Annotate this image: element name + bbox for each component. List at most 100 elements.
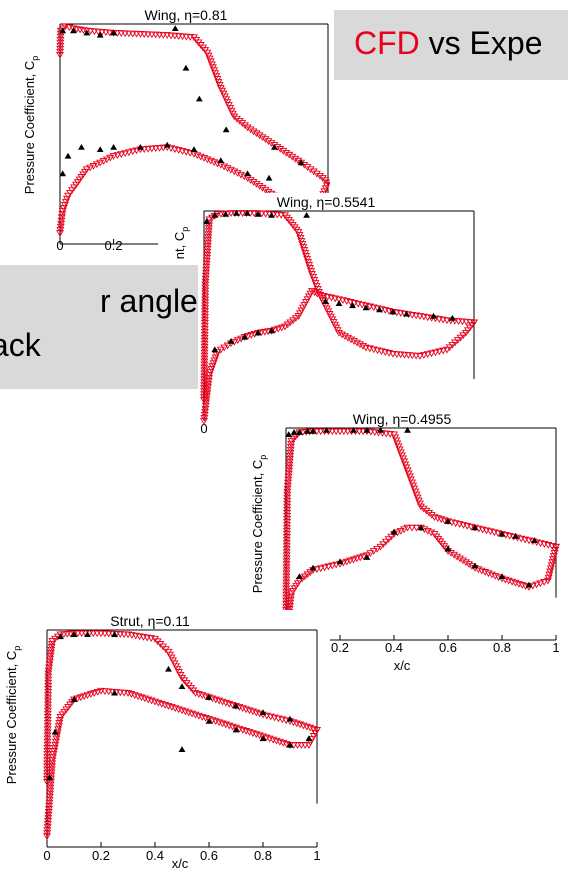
experiment-point bbox=[57, 633, 64, 640]
cfd-upper-point bbox=[44, 673, 53, 681]
experiment-point bbox=[59, 27, 67, 34]
experiment-point bbox=[305, 735, 313, 742]
cfd-lower-point bbox=[201, 408, 210, 416]
cfd-lower-point bbox=[124, 149, 133, 157]
cfd-lower-point bbox=[43, 821, 52, 828]
cfd-lower-point bbox=[203, 387, 212, 395]
cfd-lower-point bbox=[341, 333, 349, 340]
cfd-upper-point bbox=[136, 31, 145, 38]
cfd-upper-point bbox=[43, 710, 52, 718]
cfd-lower-point bbox=[549, 553, 558, 560]
x-tick-label: 0.6 bbox=[200, 848, 218, 863]
y-axis-label: Pressure Coefficient, Cp bbox=[250, 455, 268, 593]
cfd-lower-point bbox=[233, 170, 242, 177]
cfd-lower-point bbox=[56, 223, 65, 231]
cfd-lower-point bbox=[200, 415, 209, 422]
cfd-lower-point bbox=[57, 217, 66, 225]
cfd-lower-point bbox=[243, 333, 252, 340]
experiment-point bbox=[254, 329, 262, 336]
cfd-lower-point bbox=[346, 557, 355, 565]
cfd-upper-point bbox=[252, 130, 261, 138]
cfd-upper-point bbox=[318, 175, 327, 182]
chart-strut-0.11: Pressure Coefficient, Cp x/c Strut, η=0.… bbox=[0, 610, 330, 875]
cfd-lower-point bbox=[396, 527, 405, 535]
cfd-upper-point bbox=[202, 269, 211, 277]
cfd-upper-point bbox=[56, 51, 64, 59]
cfd-upper-point bbox=[45, 664, 54, 672]
cfd-upper-point bbox=[283, 491, 292, 499]
cfd-lower-point bbox=[44, 812, 53, 819]
cfd-lower-point bbox=[474, 566, 483, 574]
experiment-point bbox=[178, 746, 186, 752]
cfd-lower-point bbox=[113, 152, 122, 159]
cfd-lower-point bbox=[44, 815, 53, 822]
cfd-upper-point bbox=[44, 686, 53, 693]
experiment-point bbox=[190, 146, 198, 152]
cfd-upper-point bbox=[230, 113, 239, 121]
cfd-upper-point bbox=[124, 30, 133, 38]
cfd-upper-point bbox=[116, 631, 125, 638]
cfd-lower-point bbox=[57, 214, 66, 222]
cfd-upper-point bbox=[44, 695, 53, 703]
cfd-upper-point bbox=[128, 30, 137, 38]
cfd-lower-point bbox=[236, 171, 245, 179]
experiment-point bbox=[389, 308, 397, 315]
experiment-point bbox=[309, 427, 317, 434]
cfd-lower-point bbox=[274, 325, 283, 333]
cfd-lower-point bbox=[548, 559, 557, 567]
cfd-upper-point bbox=[43, 701, 52, 709]
cfd-lower-point bbox=[481, 569, 490, 576]
cfd-upper-point bbox=[294, 157, 303, 165]
cfd-lower-point bbox=[203, 156, 212, 164]
cfd-lower-point bbox=[465, 561, 473, 569]
experiment-point bbox=[362, 304, 370, 311]
experiment-point bbox=[268, 327, 275, 334]
experiment-point bbox=[195, 95, 203, 102]
experiment-point bbox=[296, 429, 303, 435]
y-axis-label: nt, Cp bbox=[172, 227, 190, 259]
cfd-upper-point bbox=[243, 124, 252, 132]
experiment-point bbox=[96, 31, 104, 38]
cfd-lower-point bbox=[373, 545, 382, 553]
cfd-upper-point bbox=[255, 132, 264, 140]
cfd-lower-point bbox=[261, 186, 270, 194]
cfd-upper-point bbox=[284, 470, 293, 478]
cfd-upper-point bbox=[56, 48, 65, 56]
cfd-lower-point bbox=[99, 158, 108, 165]
cfd-lower-point bbox=[96, 159, 105, 167]
cfd-lower-point bbox=[223, 165, 232, 172]
cfd-lower-point bbox=[213, 160, 222, 168]
experiment-point bbox=[227, 338, 235, 344]
cfd-lower-point bbox=[363, 552, 371, 560]
experiment-point bbox=[211, 346, 219, 353]
cfd-upper-point bbox=[240, 122, 249, 130]
cfd-lower-point bbox=[423, 351, 432, 358]
cfd-lower-point bbox=[109, 153, 118, 160]
x-tick-label: 0.2 bbox=[92, 848, 110, 863]
cfd-lower-point bbox=[439, 347, 448, 355]
cfd-upper-point bbox=[258, 134, 267, 142]
experiment-point bbox=[259, 709, 267, 716]
cfd-upper-point bbox=[43, 707, 52, 715]
cfd-upper-point bbox=[204, 225, 213, 233]
cfd-lower-point bbox=[384, 536, 393, 543]
cfd-lower-point bbox=[102, 156, 111, 164]
cfd-label: CFD bbox=[354, 25, 420, 61]
cfd-upper-point bbox=[204, 234, 213, 242]
cfd-lower-point bbox=[201, 402, 210, 410]
cfd-lower-point bbox=[144, 145, 153, 153]
cfd-lower-point bbox=[54, 723, 63, 730]
cfd-upper-point bbox=[332, 428, 341, 436]
cfd-lower-point bbox=[544, 574, 553, 582]
cfd-upper-point bbox=[117, 30, 126, 37]
cfd-lower-point bbox=[342, 558, 351, 566]
cfd-upper-point bbox=[270, 142, 279, 149]
experiment-point bbox=[46, 774, 54, 781]
cfd-lower-point bbox=[470, 319, 478, 327]
cfd-upper-point bbox=[43, 751, 52, 758]
cfd-upper-point bbox=[284, 479, 293, 487]
cfd-upper-point bbox=[121, 30, 130, 38]
cfd-lower-point bbox=[200, 411, 209, 419]
experiment-point bbox=[498, 530, 506, 537]
x-tick-label: 0 bbox=[43, 848, 50, 863]
